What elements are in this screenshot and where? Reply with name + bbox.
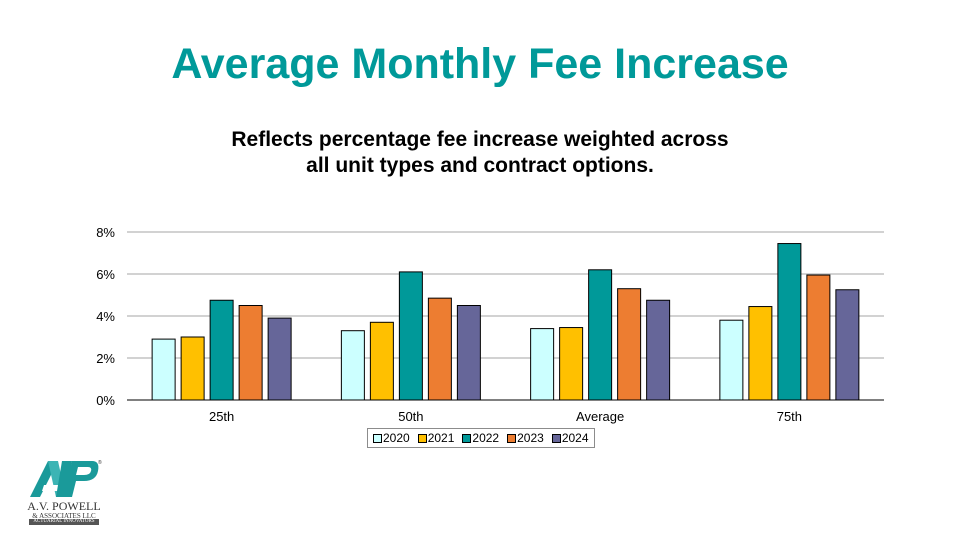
company-logo: ® A.V. POWELL & ASSOCIATES LLC ACTUARIAL… <box>26 459 102 525</box>
chart-legend: 2020 2021 2022 2023 2024 <box>367 428 595 448</box>
logo-tagline: ACTUARIAL INNOVATORS <box>29 519 99 525</box>
legend-label: 2024 <box>561 431 589 445</box>
bar-2022-average <box>588 269 613 401</box>
bar-2021-75th <box>748 306 773 401</box>
legend-label: 2023 <box>517 431 544 445</box>
legend-item-2024: 2024 <box>551 431 589 445</box>
legend-label: 2020 <box>383 431 410 445</box>
y-tick-label: 6% <box>96 267 115 282</box>
legend-item-2020: 2020 <box>373 431 410 445</box>
bar-2023-75th <box>806 274 831 401</box>
legend-swatch <box>417 433 427 443</box>
x-axis-ticks: 25th 50th Average 75th <box>209 409 802 424</box>
legend-swatch <box>551 433 561 443</box>
bar-2021-50th <box>369 321 394 401</box>
bar-2024-50th <box>456 305 481 401</box>
bar-2024-average <box>646 299 671 401</box>
bar-2020-50th <box>340 330 365 401</box>
bar-2021-average <box>559 327 584 401</box>
slide-title: Average Monthly Fee Increase <box>171 40 789 88</box>
legend-label: 2022 <box>472 431 500 445</box>
bar-2024-75th <box>835 289 860 401</box>
legend-item-2022: 2022 <box>462 431 499 445</box>
bar-2023-50th <box>427 297 452 401</box>
bar-2020-average <box>530 328 555 401</box>
bar-2022-50th <box>398 271 423 401</box>
x-tick-label: 50th <box>398 409 423 424</box>
bar-2022-75th <box>777 243 802 401</box>
bar-2023-average <box>617 288 642 401</box>
subtitle-line-1: Reflects percentage fee increase weighte… <box>231 128 729 151</box>
legend-swatch <box>507 433 517 443</box>
x-tick-label: 75th <box>777 409 802 424</box>
bar-2022-25th <box>209 299 234 401</box>
slide-subtitle: Reflects percentage fee increase weighte… <box>0 127 960 179</box>
y-axis-ticks: 0% 2% 4% 6% 8% <box>96 225 115 408</box>
y-tick-label: 4% <box>96 309 115 324</box>
y-tick-label: 0% <box>96 393 115 408</box>
y-tick-label: 8% <box>96 225 115 240</box>
legend-label: 2021 <box>427 431 455 445</box>
x-tick-label: Average <box>576 409 624 424</box>
bar-2020-25th <box>151 338 176 401</box>
y-tick-label: 2% <box>96 351 115 366</box>
bar-2023-25th <box>238 305 263 401</box>
bar-2021-25th <box>180 336 205 401</box>
bar-2020-75th <box>719 319 744 401</box>
bar-2024-25th <box>267 317 292 401</box>
legend-swatch <box>462 433 472 443</box>
logo-name: A.V. POWELL <box>27 499 101 513</box>
legend-item-2023: 2023 <box>507 431 544 445</box>
trademark-mark: ® <box>98 459 102 466</box>
logo-subname: & ASSOCIATES LLC <box>32 512 96 520</box>
subtitle-line-2: all unit types and contract options. <box>306 154 654 177</box>
x-tick-label: 25th <box>209 409 234 424</box>
bars <box>151 243 860 401</box>
legend-item-2021: 2021 <box>417 431 455 445</box>
legend-swatch <box>373 433 382 443</box>
avp-logo-icon: ® <box>30 459 102 497</box>
